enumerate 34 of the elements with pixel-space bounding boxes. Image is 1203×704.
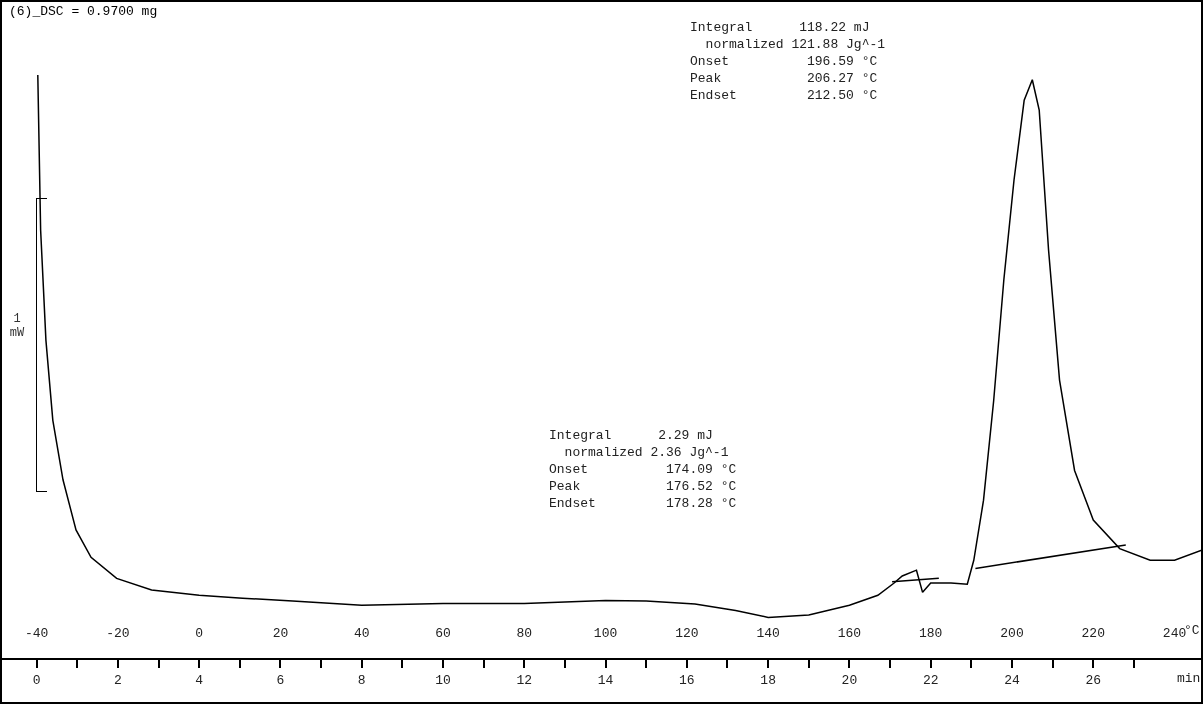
x-tick-label: 240 [1162, 626, 1187, 642]
x-tick-label: 180 [919, 626, 943, 642]
x2-tick-label: 10 [435, 672, 451, 688]
chart-title: (6)_DSC = 0.9700 mg [9, 4, 158, 19]
annotation: Integral 2.29 mJ normalized 2.36 Jg^-1 Onset 174.09 °C Peak 176.52 °C Endset 178.28 °C [549, 428, 737, 511]
x-tick-label: 160 [837, 626, 862, 642]
x2-tick-label: 2 [113, 672, 122, 688]
x-tick-label: 100 [593, 626, 618, 642]
x-tick-label: 60 [435, 626, 451, 642]
x-tick-label: 80 [516, 626, 533, 642]
x-tick-label: -20 [106, 626, 130, 642]
x-tick-label: 220 [1081, 626, 1105, 642]
x-tick-label: 140 [756, 626, 780, 642]
x-tick-label: -40 [24, 626, 49, 642]
x2-tick-label: 6 [276, 672, 285, 688]
x2-tick-label: 24 [1004, 672, 1020, 688]
x2-tick-label: 12 [516, 672, 533, 688]
x-tick-label: 40 [353, 626, 370, 642]
x2-tick-label: 22 [922, 672, 939, 688]
x2-tick-label: 18 [760, 672, 776, 688]
x-tick-label: 200 [1000, 626, 1024, 642]
x2-tick-label: 8 [357, 672, 366, 688]
x2-tick-label: 14 [597, 672, 614, 688]
x2-tick-label: 4 [195, 672, 204, 688]
x2-tick-label: 0 [32, 672, 41, 688]
x-tick-label: 120 [675, 626, 699, 642]
x2-axis-title: min [1177, 671, 1201, 686]
x2-tick-label: 16 [679, 672, 695, 688]
y-axis-title: 1 mW [8, 312, 26, 340]
x2-tick-label: 26 [1085, 672, 1102, 688]
x2-tick-label: 20 [841, 672, 858, 688]
annotation: Integral 118.22 mJ normalized 121.88 Jg^-1 Onset 196.59 °C Peak 206.27 °C Endset 212.50 °C [690, 20, 886, 103]
x-tick-label: 20 [272, 626, 289, 642]
x-tick-label: 0 [195, 626, 204, 642]
